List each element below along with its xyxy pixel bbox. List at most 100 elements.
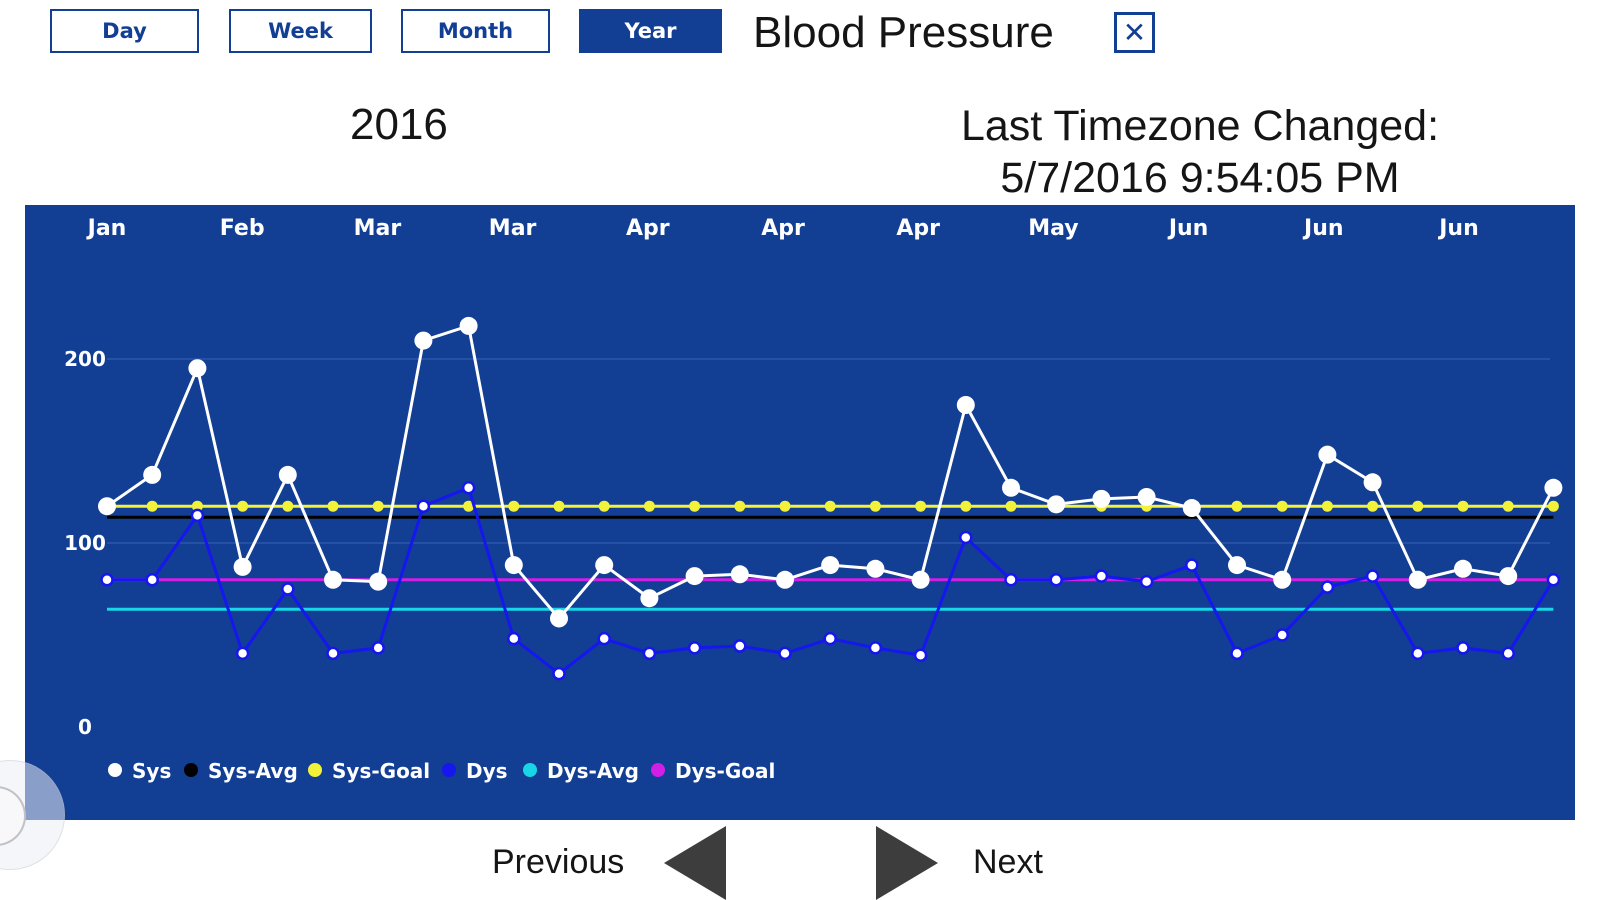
legend-sys-avg-label: Sys-Avg: [208, 759, 298, 783]
legend-dys-avg-label: Dys-Avg: [547, 759, 639, 783]
series-sys-point: [1092, 489, 1111, 508]
series-dys-point: [823, 631, 837, 646]
series-sys-goal-point: [372, 500, 384, 512]
timezone-label: Last Timezone Changed:: [960, 102, 1440, 150]
series-sys-goal-point: [327, 500, 339, 512]
x-tick-label: Jun: [1302, 216, 1344, 241]
series-dys-point: [913, 648, 928, 662]
series-dys-point: [642, 646, 657, 661]
next-arrow-icon[interactable]: [876, 826, 938, 900]
series-sys-goal-point: [508, 500, 520, 512]
previous-label[interactable]: Previous: [492, 843, 625, 881]
year-label: 2016: [350, 100, 448, 149]
series-sys-point: [730, 565, 749, 584]
floating-widget-handle[interactable]: [0, 786, 26, 846]
series-sys-point: [595, 556, 614, 575]
series-dys-point: [461, 481, 476, 495]
legend-sys-avg-swatch: [184, 763, 198, 777]
x-tick-label: Apr: [896, 216, 940, 241]
y-tick-label: 0: [78, 715, 92, 739]
series-dys-point: [1320, 580, 1335, 594]
x-tick-label: Mar: [354, 216, 402, 241]
series-sys-point: [1318, 445, 1337, 464]
series-sys-point: [233, 557, 252, 576]
legend-dys-goal-label: Dys-Goal: [675, 759, 775, 783]
series-sys-point: [1228, 556, 1246, 575]
x-tick-label: Jun: [1167, 216, 1209, 241]
series-sys-point: [1408, 570, 1427, 589]
y-tick-label: 200: [64, 347, 106, 371]
series-dys-point: [1094, 569, 1109, 583]
legend-dys-swatch: [442, 763, 456, 777]
series-dys-point: [145, 573, 159, 587]
series-sys-goal-point: [915, 500, 927, 512]
close-x-icon: ✕: [1122, 15, 1147, 49]
legend-sys-goal-swatch: [308, 763, 322, 777]
series-sys-point: [459, 316, 478, 335]
month-button[interactable]: Month: [401, 9, 550, 53]
legend-sys-goal-label: Sys-Goal: [332, 759, 430, 783]
series-dys-point: [1230, 646, 1244, 661]
series-sys-point: [143, 465, 162, 484]
x-tick-label: Jan: [86, 216, 127, 241]
series-sys-point: [640, 589, 659, 608]
series-sys-goal-point: [1231, 500, 1243, 512]
series-dys-point: [416, 499, 431, 513]
series-sys-point: [1454, 559, 1472, 578]
y-tick-label: 100: [64, 531, 106, 555]
series-sys-goal-point: [1457, 500, 1469, 512]
series-sys-goal-point: [1321, 500, 1333, 512]
x-tick-label: Mar: [489, 216, 537, 241]
series-sys-goal-point: [1005, 500, 1017, 512]
series-sys-goal-point: [689, 500, 701, 512]
series-sys-point: [1363, 473, 1382, 492]
series-sys-point: [504, 556, 523, 575]
series-dys-point: [507, 631, 521, 646]
series-sys-goal-point: [1502, 500, 1514, 512]
series-sys-point: [188, 359, 207, 378]
series-sys-goal-point: [191, 500, 203, 512]
series-dys-point: [1456, 641, 1470, 655]
series-dys-point: [1411, 646, 1425, 661]
series-sys-point: [1047, 495, 1066, 514]
series-dys-point: [687, 641, 702, 655]
series-sys-goal-point: [463, 500, 475, 512]
series-sys-goal-point: [869, 500, 881, 512]
chart-panel: Jan Feb Mar Mar Apr Apr Apr May Jun Jun Jun 0 100 200…: [25, 205, 1575, 820]
series-dys-point: [1049, 573, 1063, 587]
series-sys-point: [1182, 499, 1201, 518]
series-dys-point: [733, 639, 747, 653]
legend-sys-label: Sys: [132, 759, 171, 783]
series-sys-point: [956, 396, 975, 414]
series-sys-goal-point: [282, 500, 294, 512]
series-sys-point: [1137, 488, 1156, 506]
x-tick-label: May: [1028, 216, 1078, 241]
series-sys-goal-point: [1547, 500, 1559, 512]
series-sys-line: [106, 324, 1555, 620]
year-button[interactable]: Year: [579, 9, 722, 53]
series-sys-goal-point: [824, 500, 836, 512]
week-button[interactable]: Week: [229, 9, 372, 53]
series-dys-point: [1275, 628, 1289, 642]
x-tick-label: Feb: [220, 216, 265, 241]
series-dys-point: [597, 631, 611, 646]
legend-sys-swatch: [108, 763, 122, 777]
day-button[interactable]: Day: [50, 9, 199, 53]
series-dys-point: [1546, 573, 1561, 587]
series-sys-point: [1544, 478, 1563, 497]
x-tick-label: Jun: [1437, 216, 1479, 241]
series-sys-point: [414, 331, 433, 350]
next-label[interactable]: Next: [973, 843, 1043, 881]
timezone-info: Last Timezone Changed: 5/7/2016 9:54:05 …: [930, 100, 1470, 204]
timezone-value: 5/7/2016 9:54:05 PM: [1000, 154, 1400, 202]
series-dys-point: [778, 646, 792, 661]
legend-dys-avg-swatch: [523, 763, 537, 777]
legend-dys-label: Dys: [466, 759, 508, 783]
series-sys-goal-point: [598, 500, 610, 512]
previous-arrow-icon[interactable]: [664, 826, 726, 900]
series-sys-point: [278, 465, 297, 484]
close-button[interactable]: ✕: [1114, 12, 1155, 53]
series-dys-point: [552, 666, 566, 681]
series-sys-point: [821, 556, 840, 575]
series-sys-goal-point: [734, 500, 746, 512]
